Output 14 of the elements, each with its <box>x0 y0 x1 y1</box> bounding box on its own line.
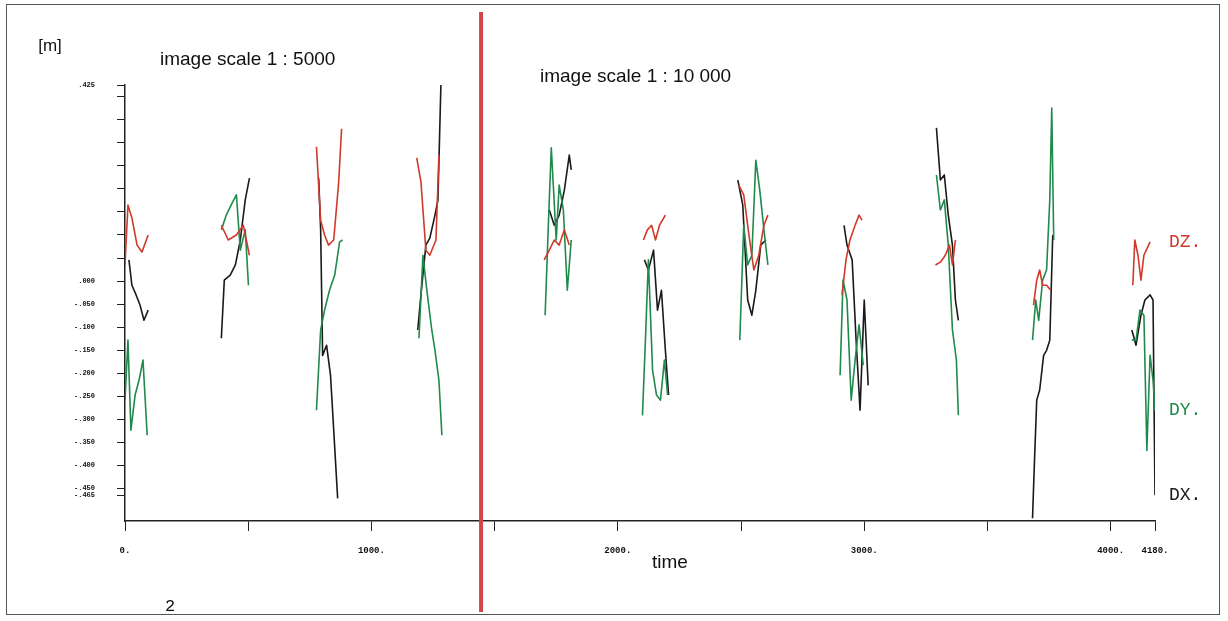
y-axis-title: [m] <box>38 35 62 55</box>
series-label: DZ. <box>1169 231 1202 252</box>
x-tick-label: 1000. <box>357 545 385 556</box>
text: 2 <box>165 596 176 616</box>
series-label: DX. <box>1169 484 1202 505</box>
series-label: DY. <box>1169 400 1202 421</box>
x-tick-label: 3000. <box>850 545 878 556</box>
x-axis-title: time <box>652 551 688 573</box>
annotation: image scale 1 : 10 000 <box>540 65 732 87</box>
x-tick-label: 4180. <box>1141 545 1169 556</box>
x-tick-label: 4000. <box>1097 545 1125 556</box>
text: image scale 1 : 5000 <box>160 48 336 70</box>
x-tick-label: 0. <box>119 545 131 556</box>
x-tick-label: 2000. <box>604 545 632 556</box>
